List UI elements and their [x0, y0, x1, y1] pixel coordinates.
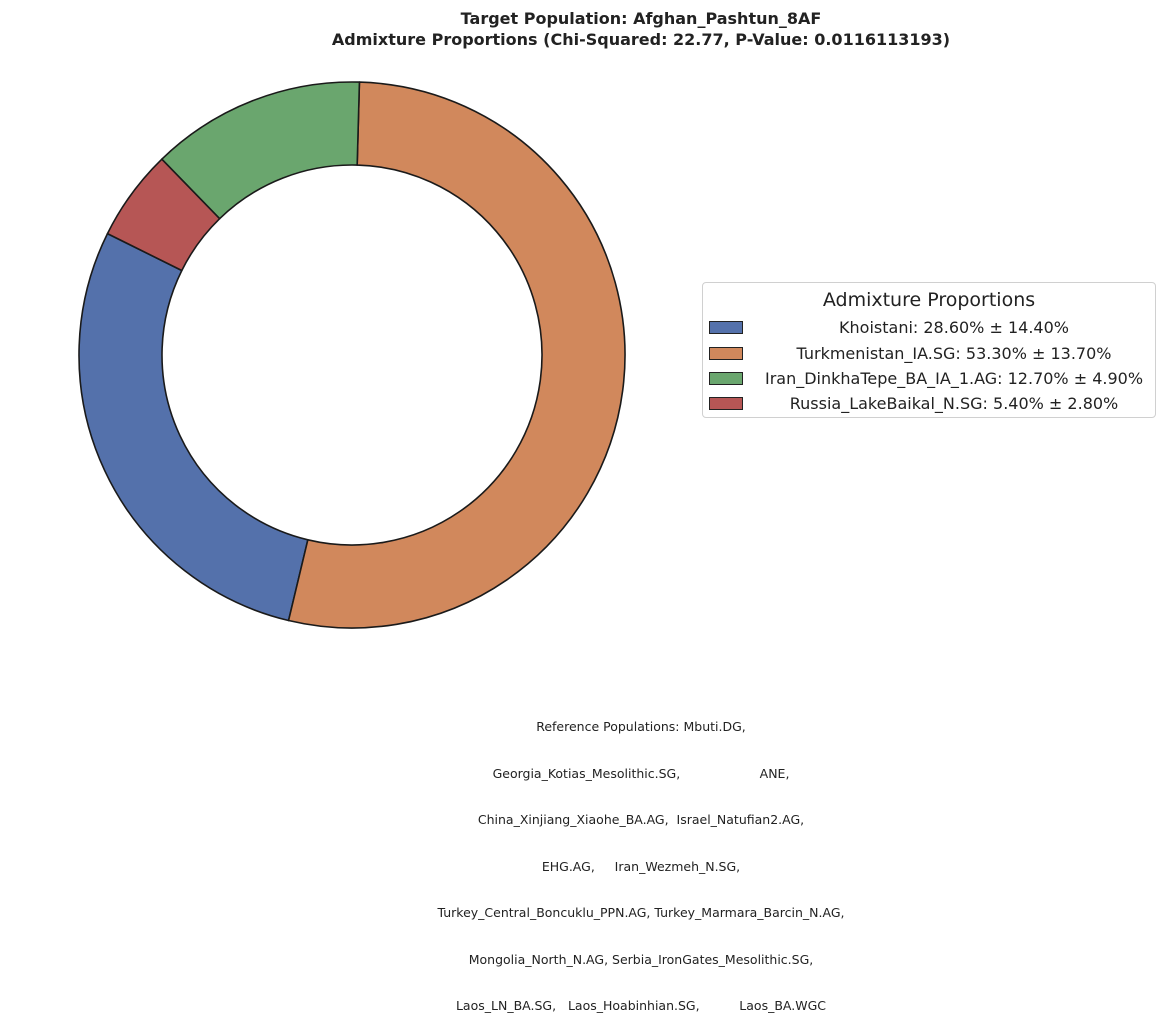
legend-title: Admixture Proportions: [822, 289, 1036, 311]
chart-title: Target Population: Afghan_Pashtun_8AF: [460, 9, 822, 28]
reference-line: Mongolia_North_N.AG, Serbia_IronGates_Me…: [468, 951, 814, 967]
legend-swatch-khoistani: [709, 321, 743, 334]
legend-entry-khoistani: Khoistani: 28.60% ± 14.40%: [709, 318, 1153, 340]
reference-line: Georgia_Kotias_Mesolithic.SG, ANE,: [492, 765, 790, 781]
legend-swatch-russia: [709, 397, 743, 410]
legend-swatch-iran: [709, 372, 743, 385]
reference-populations: Reference Populations: Mbuti.DG, Georgia…: [0, 688, 1170, 1029]
legend-entry-russia: Russia_LakeBaikal_N.SG: 5.40% ± 2.80%: [709, 394, 1153, 416]
legend-swatch-turkmenistan: [709, 347, 743, 360]
legend-label-iran: Iran_DinkhaTepe_BA_IA_1.AG: 12.70% ± 4.9…: [764, 369, 1144, 388]
chart-title-block: Target Population: Afghan_Pashtun_8AF Ad…: [0, 8, 1170, 50]
donut-slice-turkmenistan-ia-sg: [287, 81, 626, 629]
legend-entry-iran: Iran_DinkhaTepe_BA_IA_1.AG: 12.70% ± 4.9…: [709, 369, 1153, 391]
legend-entry-turkmenistan: Turkmenistan_IA.SG: 53.30% ± 13.70%: [709, 344, 1153, 366]
donut-slice-khoistani: [78, 232, 309, 622]
reference-line: EHG.AG, Iran_Wezmeh_N.SG,: [541, 858, 741, 874]
reference-line: Reference Populations: Mbuti.DG,: [536, 719, 746, 734]
reference-line: Turkey_Central_Boncuklu_PPN.AG, Turkey_M…: [437, 905, 845, 920]
legend-label-turkmenistan: Turkmenistan_IA.SG: 53.30% ± 13.70%: [796, 344, 1112, 363]
legend-label-russia: Russia_LakeBaikal_N.SG: 5.40% ± 2.80%: [789, 394, 1119, 413]
donut-slice-russia-lakebaikal-n-sg: [106, 158, 221, 272]
reference-line: Laos_LN_BA.SG, Laos_Hoabinhian.SG, Laos_…: [455, 998, 827, 1013]
legend-label-khoistani: Khoistani: 28.60% ± 14.40%: [839, 318, 1069, 337]
chart-subtitle: Admixture Proportions (Chi-Squared: 22.7…: [331, 30, 951, 49]
legend: Admixture Proportions Khoistani: 28.60% …: [702, 282, 1156, 418]
donut-chart: [78, 81, 626, 629]
reference-line: China_Xinjiang_Xiaohe_BA.AG, Israel_Natu…: [477, 812, 805, 827]
